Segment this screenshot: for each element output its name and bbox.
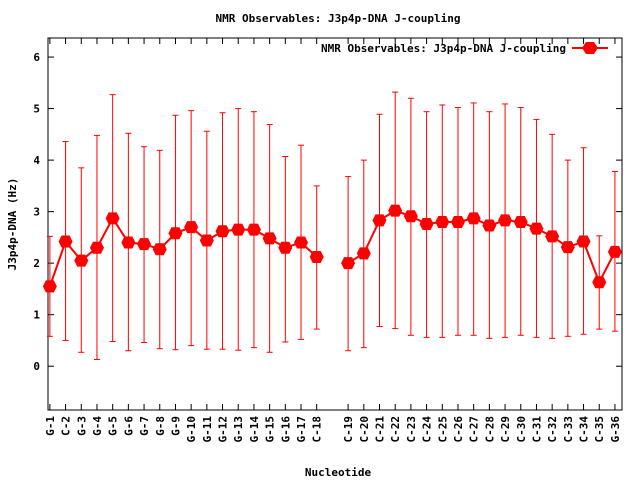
series-line — [48, 216, 318, 287]
x-tick-label: C-18 — [311, 416, 324, 443]
x-tick-label: C-20 — [358, 416, 371, 443]
x-tick-label: C-23 — [405, 416, 418, 443]
legend: NMR Observables: J3p4p-DNA J-coupling — [321, 42, 608, 55]
y-tick-label: 0 — [33, 360, 40, 373]
x-tick-label: C-30 — [515, 416, 528, 443]
data-point — [231, 223, 246, 236]
data-point — [152, 243, 167, 256]
x-tick-label: G-4 — [91, 416, 104, 436]
data-point — [435, 215, 450, 228]
data-point — [592, 276, 607, 289]
data-point — [607, 245, 622, 258]
x-tick-label: C-26 — [452, 416, 465, 443]
data-point — [294, 236, 309, 249]
data-point — [105, 212, 120, 225]
data-point — [215, 225, 230, 238]
data-point — [74, 254, 89, 267]
data-point — [341, 257, 356, 270]
x-tick-label: G-11 — [201, 416, 214, 443]
x-tick-label: G-15 — [264, 416, 277, 443]
x-tick-label: G-7 — [138, 416, 151, 436]
y-tick-label: 3 — [33, 206, 40, 219]
data-point — [576, 235, 591, 248]
x-tick-label: G-36 — [609, 416, 622, 443]
x-tick-label: C-34 — [578, 416, 591, 443]
data-point — [498, 214, 513, 227]
x-tick-label: G-13 — [232, 416, 245, 443]
y-tick-label: 4 — [33, 154, 40, 167]
data-point — [545, 230, 560, 243]
x-tick-label: C-29 — [499, 416, 512, 443]
legend-marker — [582, 42, 598, 54]
data-point — [309, 250, 324, 263]
x-tick-label: C-2 — [60, 416, 73, 436]
data-point — [372, 214, 387, 227]
data-point — [356, 247, 371, 260]
x-tick-label: G-6 — [122, 416, 135, 436]
data-point — [278, 241, 293, 254]
x-tick-label: C-32 — [546, 416, 559, 443]
data-point — [58, 235, 73, 248]
plot-border — [47, 37, 623, 411]
x-tick-label: G-10 — [185, 416, 198, 443]
x-tick-label: C-35 — [593, 416, 606, 443]
x-tick-label: G-8 — [154, 416, 167, 436]
series-line — [347, 209, 616, 285]
x-tick-label: C-21 — [373, 416, 386, 443]
x-tick-label: G-16 — [279, 416, 292, 443]
data-point — [513, 215, 528, 228]
x-tick-label: C-27 — [468, 416, 481, 443]
x-tick-label: C-31 — [530, 416, 543, 443]
x-tick-label: G-9 — [169, 416, 182, 436]
x-tick-label: C-24 — [421, 416, 434, 443]
data-point — [388, 204, 403, 217]
x-tick-label: C-19 — [342, 416, 355, 443]
data-point — [89, 241, 104, 254]
x-tick-label: C-33 — [562, 416, 575, 443]
data-point — [184, 221, 199, 234]
chart-title: NMR Observables: J3p4p-DNA J-coupling — [215, 12, 460, 25]
data-point — [482, 219, 497, 232]
x-tick-label: C-22 — [389, 416, 402, 443]
x-tick-label: G-3 — [75, 416, 88, 436]
data-point — [168, 227, 183, 240]
x-tick-label: G-5 — [107, 416, 120, 436]
data-point — [137, 238, 152, 251]
y-tick-label: 5 — [33, 103, 40, 116]
data-point — [121, 236, 136, 249]
x-axis-label: Nucleotide — [305, 466, 372, 479]
y-tick-label: 2 — [33, 257, 40, 270]
data-point — [403, 210, 418, 223]
data-point — [199, 234, 214, 247]
x-tick-label: G-1 — [44, 416, 57, 436]
y-tick-label: 1 — [33, 309, 40, 322]
legend-label: NMR Observables: J3p4p-DNA J-coupling — [321, 42, 566, 55]
data-point — [246, 223, 261, 236]
data-point — [560, 241, 575, 254]
x-tick-label: G-14 — [248, 416, 261, 443]
data-point — [450, 215, 465, 228]
y-tick-label: 6 — [33, 51, 40, 64]
x-tick-label: G-12 — [217, 416, 230, 443]
data-point — [42, 280, 57, 293]
y-axis-label: J3p4p-DNA (Hz) — [6, 178, 19, 271]
data-point — [466, 212, 481, 225]
x-tick-label: G-17 — [295, 416, 308, 443]
x-tick-label: C-28 — [483, 416, 496, 443]
data-point — [419, 218, 434, 230]
data-point — [529, 222, 544, 235]
data-point — [262, 232, 277, 245]
x-tick-label: C-25 — [436, 416, 449, 443]
